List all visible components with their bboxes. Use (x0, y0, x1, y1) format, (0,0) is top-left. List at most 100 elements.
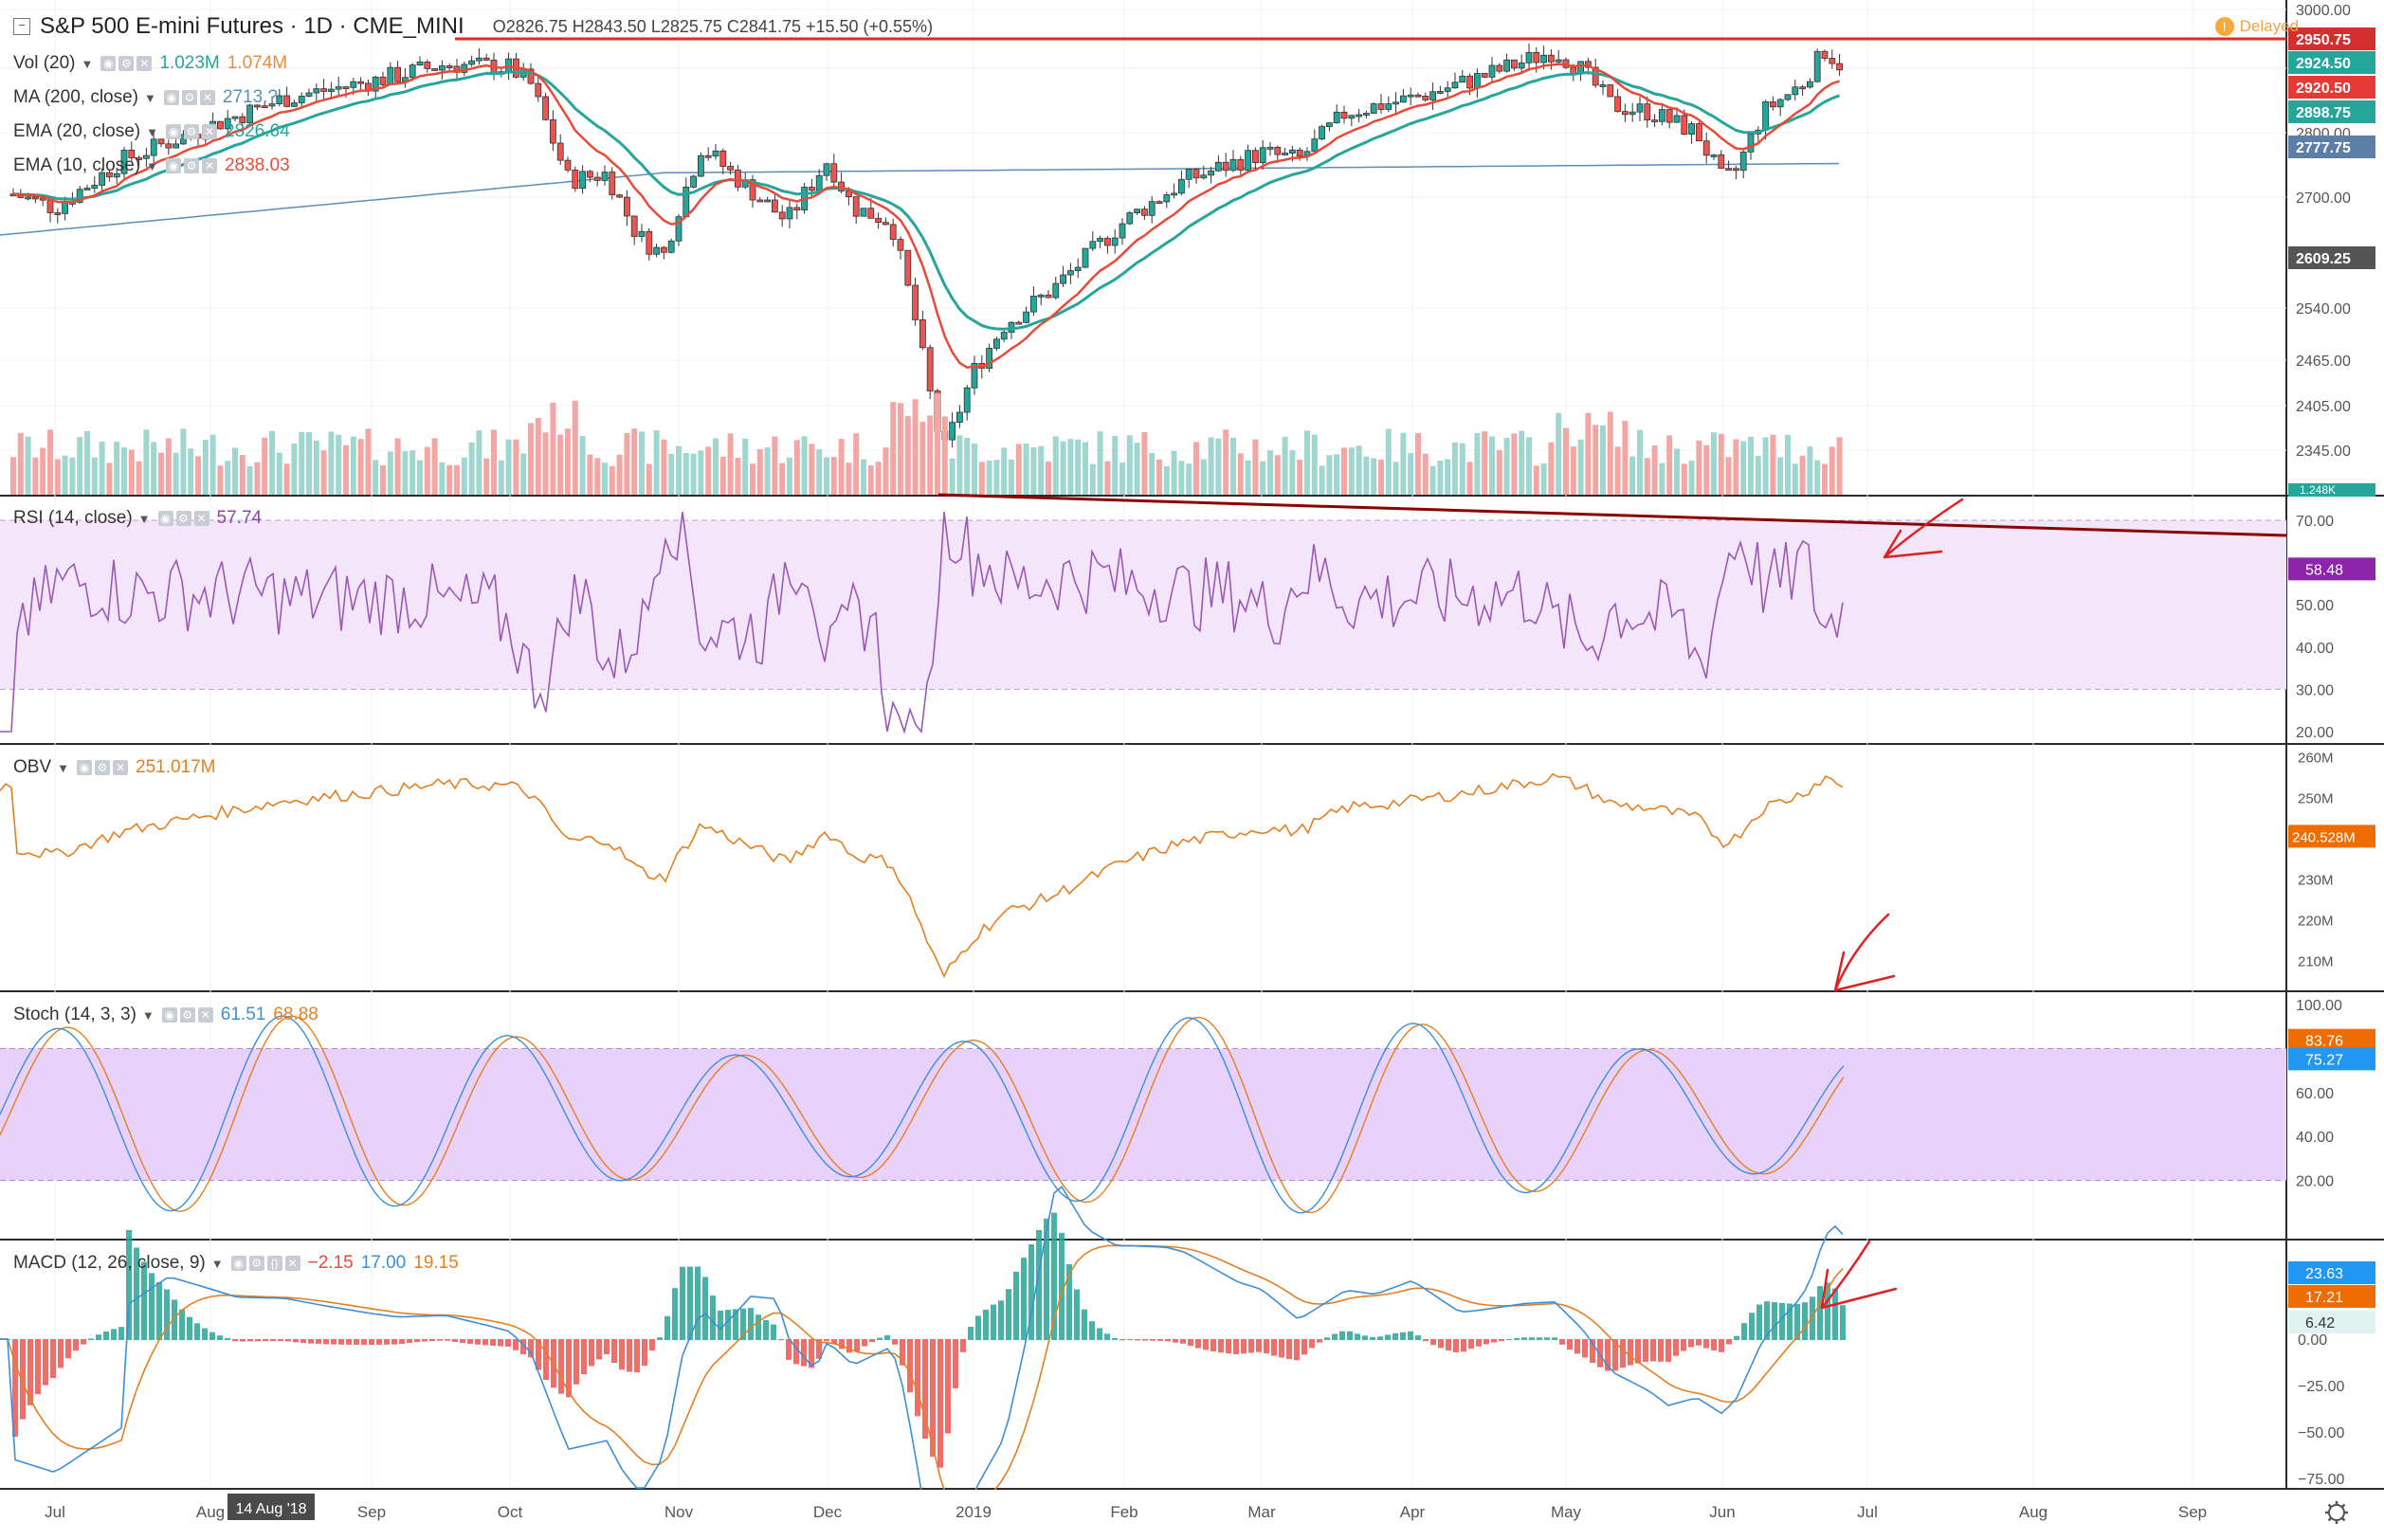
code-icon[interactable]: {} (266, 1256, 282, 1271)
close-icon[interactable]: ✕ (113, 760, 128, 775)
legend-macd-signal: 19.15 (413, 1253, 459, 1273)
close-icon[interactable]: ✕ (193, 511, 209, 526)
gear-icon[interactable]: ⚙ (179, 1007, 195, 1023)
eye-icon[interactable]: ◉ (100, 56, 117, 71)
legend-ema10-name[interactable]: EMA (10, close) (13, 155, 141, 175)
volume-bar (579, 435, 586, 495)
legend-ma200[interactable]: MA (200, close) ▼ ◉ ⚙ ✕ 2713.? (13, 87, 278, 108)
time-axis-label: Sep (2178, 1503, 2207, 1521)
legend-ma200-name[interactable]: MA (200, close) (13, 87, 138, 107)
macd-hist-bar (869, 1339, 875, 1343)
time-axis-label: Feb (1110, 1503, 1137, 1521)
macd-hist-bar (991, 1304, 996, 1340)
gear-icon[interactable]: ⚙ (183, 158, 199, 173)
legend-vol[interactable]: Vol (20) ▼ ◉ ⚙ ✕ 1.023M 1.074M (13, 53, 287, 74)
macd-hist-bar (1392, 1332, 1398, 1340)
macd-hist-bar (278, 1339, 283, 1341)
indicator-controls[interactable]: ◉ ⚙ ✕ (100, 56, 153, 71)
eye-icon[interactable]: ◉ (165, 158, 181, 173)
legend-obv-name[interactable]: OBV (13, 757, 52, 777)
close-icon[interactable]: ✕ (201, 124, 217, 139)
chevron-down-icon[interactable]: ▼ (146, 124, 158, 139)
collapse-icon[interactable]: − (13, 18, 30, 35)
volume-bar (949, 458, 955, 495)
gear-icon[interactable]: ⚙ (95, 760, 110, 775)
candle (438, 65, 446, 71)
chevron-down-icon[interactable]: ▼ (141, 1007, 155, 1023)
close-icon[interactable]: ✕ (284, 1256, 300, 1271)
volume-bar (941, 416, 948, 495)
eye-icon[interactable]: ◉ (163, 90, 179, 105)
eye-icon[interactable]: ◉ (157, 511, 173, 526)
candle (823, 163, 830, 176)
macd-hist-bar (1703, 1339, 1709, 1349)
legend-macd-name[interactable]: MACD (12, 26, close, 9) (13, 1253, 206, 1273)
gear-icon[interactable]: ⚙ (181, 90, 197, 105)
chevron-down-icon[interactable]: ▼ (144, 90, 156, 105)
annotation-arrow-macd (1820, 1240, 1898, 1310)
legend-rsi-name[interactable]: RSI (14, close) (13, 508, 133, 528)
legend-rsi[interactable]: RSI (14, close) ▼ ◉ ⚙ ✕ 57.74 (13, 508, 262, 529)
eye-icon[interactable]: ◉ (230, 1256, 246, 1271)
chevron-down-icon[interactable]: ▼ (146, 158, 158, 173)
close-icon[interactable]: ✕ (197, 1007, 213, 1023)
candle (682, 187, 690, 218)
legend-stoch[interactable]: Stoch (14, 3, 3) ▼ ◉ ⚙ ✕ 61.51 68.88 (13, 1005, 318, 1025)
volume-bar (1519, 430, 1525, 495)
symbol-title[interactable]: S&P 500 E-mini Futures · 1D · CME_MINI (40, 13, 464, 39)
volume-bar (705, 446, 712, 495)
candle (120, 150, 128, 174)
macd-hist-bar (482, 1339, 488, 1346)
close-icon[interactable]: ✕ (199, 90, 215, 105)
chevron-down-icon[interactable]: ▼ (81, 56, 94, 71)
close-icon[interactable]: ✕ (201, 158, 217, 173)
indicator-controls[interactable]: ◉ ⚙ ✕ (161, 1007, 213, 1023)
volume-bar (62, 455, 68, 495)
volume-bar (77, 437, 83, 495)
legend-ema20[interactable]: EMA (20, close) ▼ ◉ ⚙ ✕ 2826.64 (13, 121, 290, 142)
macd-badge (2288, 1285, 2375, 1308)
indicator-controls[interactable]: ◉ ⚙ ✕ (165, 124, 217, 139)
macd-hist-bar (1377, 1336, 1383, 1340)
indicator-controls[interactable]: ◉ ⚙{} ✕ (230, 1256, 300, 1271)
legend-macd[interactable]: MACD (12, 26, close, 9) ▼ ◉ ⚙{} ✕ −2.15 17.… (13, 1253, 459, 1274)
volume-bar (668, 453, 675, 495)
gear-icon[interactable]: ⚙ (183, 124, 199, 139)
candle (809, 187, 815, 191)
candle (667, 240, 675, 253)
eye-icon[interactable]: ◉ (77, 760, 92, 775)
indicator-controls[interactable]: ◉ ⚙ ✕ (157, 511, 209, 526)
volume-bar (1378, 459, 1384, 495)
delayed-badge[interactable]: ! Delayed (2214, 17, 2299, 36)
candle (1533, 52, 1540, 63)
close-icon[interactable]: ✕ (136, 56, 153, 71)
indicator-controls[interactable]: ◉ ⚙ ✕ (165, 158, 217, 173)
gear-icon[interactable]: ⚙ (248, 1256, 264, 1271)
macd-hist-bar (232, 1339, 238, 1342)
eye-icon[interactable]: ◉ (161, 1007, 177, 1023)
indicator-controls[interactable]: ◉ ⚙ ✕ (77, 760, 128, 775)
legend-vol-name[interactable]: Vol (20) (13, 53, 76, 73)
legend-stoch-name[interactable]: Stoch (14, 3, 3) (13, 1005, 136, 1024)
eye-icon[interactable]: ◉ (165, 124, 181, 139)
chevron-down-icon[interactable]: ▼ (57, 760, 69, 775)
legend-obv[interactable]: OBV ▼ ◉ ⚙ ✕ 251.017M (13, 757, 216, 778)
chevron-down-icon[interactable]: ▼ (137, 511, 151, 526)
volume-bar (565, 428, 571, 495)
candle (889, 224, 897, 241)
legend-ema10[interactable]: EMA (10, close) ▼ ◉ ⚙ ✕ 2838.03 (13, 155, 290, 176)
legend-ema20-name[interactable]: EMA (20, close) (13, 121, 141, 141)
macd-hist-bar (141, 1261, 147, 1340)
time-axis-label: Apr (1400, 1503, 1426, 1521)
gear-icon[interactable]: ⚙ (118, 56, 135, 71)
macd-hist-bar (1173, 1339, 1178, 1343)
candle (1792, 86, 1799, 96)
macd-hist-bar (1332, 1333, 1338, 1340)
indicator-controls[interactable]: ◉ ⚙ ✕ (163, 90, 215, 105)
volume-bar (143, 429, 150, 495)
gear-icon[interactable]: ⚙ (175, 511, 191, 526)
chevron-down-icon[interactable]: ▼ (210, 1256, 224, 1271)
candle (963, 387, 971, 413)
